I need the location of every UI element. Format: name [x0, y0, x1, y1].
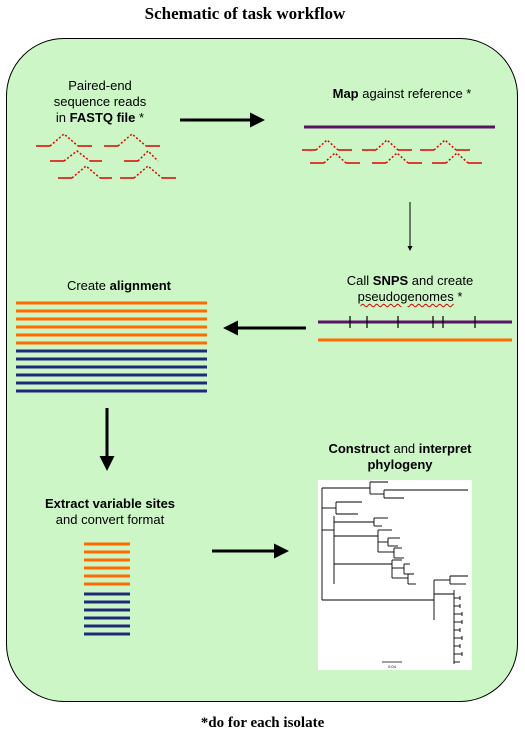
mapped-reads-glyphs — [302, 138, 482, 164]
extract-label: Extract variable sites and convert forma… — [44, 496, 176, 527]
reads-label: Paired-end sequence reads in FASTQ file … — [53, 78, 147, 125]
diagram-title: Schematic of task workflow — [144, 4, 346, 23]
alignment-block — [16, 301, 207, 393]
phylogenetic-tree: 0.04 — [318, 480, 472, 670]
paired-reads-glyphs — [36, 133, 176, 179]
map-label: Map against reference * — [332, 86, 472, 101]
tree-scale-label: 0.04 — [388, 664, 397, 669]
snp-ticks — [349, 316, 476, 328]
snps-label: Call SNPS and create pseudogenomes * — [346, 273, 474, 304]
phylogeny-label: Construct and interpret phylogeny — [328, 441, 472, 472]
footer-note: *do for each isolate — [200, 715, 325, 731]
tree-graphic: 0.04 — [321, 481, 468, 669]
variable-sites-block — [84, 542, 130, 636]
alignment-label: Create alignment — [66, 278, 172, 293]
